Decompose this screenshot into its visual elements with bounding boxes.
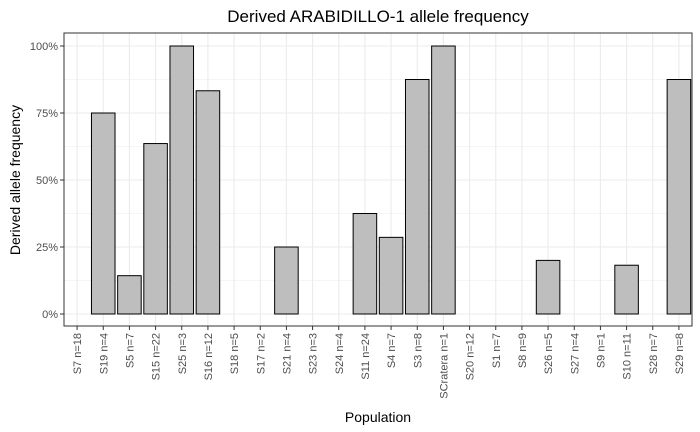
x-tick-label: S1 n=7 <box>491 333 503 368</box>
bar <box>143 143 168 315</box>
y-tick-label: 75% <box>36 108 58 120</box>
bar <box>666 79 692 315</box>
x-tick-label: S27 n=4 <box>569 333 581 374</box>
x-tick-label: S17 n=2 <box>255 333 267 374</box>
x-tick-label: S21 n=4 <box>281 333 293 374</box>
x-tick-label: S9 n=1 <box>595 333 607 368</box>
x-tick-label: S24 n=4 <box>334 333 346 374</box>
y-axis: 0% 25% 50% 75% 100% <box>30 41 64 321</box>
chart-title: Derived ARABIDILLO-1 allele frequency <box>227 7 529 26</box>
x-tick-label: S15 n=22 <box>151 333 163 380</box>
x-tick-label: S19 n=4 <box>98 333 110 374</box>
y-axis-title: Derived allele frequency <box>7 105 23 255</box>
x-tick-label: S16 n=12 <box>203 333 215 380</box>
y-tick-label: 100% <box>30 41 58 53</box>
bar <box>117 275 142 315</box>
x-tick-label: S4 n=7 <box>386 333 398 368</box>
x-tick-label: S23 n=3 <box>308 333 320 374</box>
x-tick-label: S29 n=8 <box>674 333 686 374</box>
bar <box>535 259 561 315</box>
x-tick-label: S18 n=5 <box>229 333 241 374</box>
x-tick-label: SCratera n=1 <box>438 333 450 399</box>
x-tick-label: S3 n=8 <box>412 333 424 368</box>
y-tick-label: 25% <box>36 242 58 254</box>
bars <box>90 45 692 315</box>
x-axis-title: Population <box>345 409 411 425</box>
bar <box>614 264 639 315</box>
y-tick-label: 0% <box>42 309 58 321</box>
x-tick-label: S28 n=7 <box>648 333 660 374</box>
x-tick-label: S5 n=7 <box>124 333 136 368</box>
bar <box>431 45 456 315</box>
bar <box>378 236 404 315</box>
x-axis: S7 n=18 S19 n=4 S5 n=7 S15 n=22 S25 n=3 S16 n… <box>72 326 686 399</box>
bar <box>90 112 116 315</box>
bar <box>404 79 430 315</box>
x-tick-label: S8 n=9 <box>517 333 529 368</box>
x-tick-label: S20 n=12 <box>465 333 477 380</box>
y-tick-label: 50% <box>36 175 58 187</box>
bar <box>195 90 221 315</box>
x-tick-label: S26 n=5 <box>543 333 555 374</box>
bar <box>352 213 378 315</box>
bar <box>169 45 195 315</box>
x-tick-label: S25 n=3 <box>177 333 189 374</box>
x-tick-label: S7 n=18 <box>72 333 84 374</box>
x-tick-label: S11 n=24 <box>360 333 372 380</box>
x-tick-label: S10 n=11 <box>622 333 634 380</box>
bar <box>274 246 299 315</box>
